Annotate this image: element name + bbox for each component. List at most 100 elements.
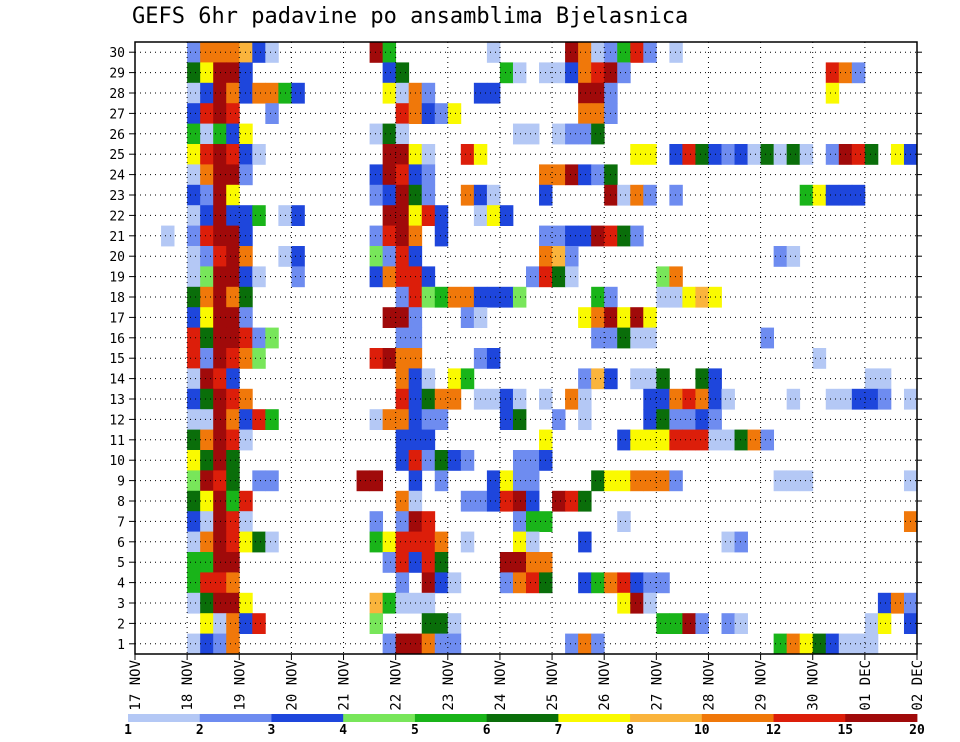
heatmap-cell [187,429,201,451]
heatmap-cell [226,348,240,369]
heatmap-cell [552,490,566,512]
heatmap-cell [187,511,201,532]
heatmap-cell [200,42,214,63]
colorbar-legend: 1 2 3 4 5 6 7 8 10 12 15 20 [124,714,925,738]
heatmap-cell [656,613,670,634]
heatmap-cell [721,144,735,165]
heatmap-cell [187,572,201,594]
heatmap-cell [617,429,631,451]
heatmap-cell [512,470,527,492]
heatmap-cell [382,307,397,328]
heatmap-cell [630,184,644,206]
heatmap-cell [617,307,631,328]
heatmap-cell [187,103,201,124]
y-tick-label: 26 [109,128,125,143]
heatmap-cell [799,144,814,165]
y-tick-label: 24 [109,169,125,184]
heatmap-cell [512,531,527,553]
heatmap-cell [226,205,240,226]
heatmap-cell [187,388,201,410]
x-tick-label: 25 NOV [545,659,561,710]
heatmap-cell [864,388,879,410]
heatmap-cell [200,144,214,165]
heatmap-cell [421,633,436,655]
y-tick-label: 13 [109,393,125,408]
heatmap-cell [526,490,540,512]
heatmap-cell [395,552,410,573]
heatmap-cell [395,205,410,226]
y-tick-label: 28 [109,87,125,102]
heatmap-cell [252,348,266,369]
heatmap-cell [382,246,397,267]
heatmap-cell [200,266,214,288]
heatmap-cells [161,42,918,655]
heatmap-cell [447,450,462,471]
y-tick-label: 14 [109,373,125,388]
heatmap-cell [591,103,605,124]
heatmap-cell [578,123,592,145]
heatmap-cell [187,164,201,186]
y-tick-label: 25 [109,148,125,163]
x-tick-label: 23 NOV [441,659,457,710]
heatmap-cell [213,286,227,308]
heatmap-cell [669,409,683,430]
heatmap-cell [617,42,631,63]
colorbar-swatch [701,714,774,722]
heatmap-cell [187,184,201,206]
plot-frame [134,41,918,655]
heatmap-cell [617,470,631,492]
heatmap-cell [526,572,540,594]
heatmap-cell [721,388,735,410]
heatmap-cell [395,327,410,349]
heatmap-cell [734,144,748,165]
heatmap-cell [434,450,449,471]
heatmap-cell [656,572,670,594]
heatmap-cell [578,307,592,328]
heatmap-cell [369,470,384,492]
heatmap-cell [591,368,605,390]
heatmap-cell [200,592,214,614]
heatmap-cell [578,42,592,63]
heatmap-cell [565,62,579,84]
heatmap-cell [526,552,540,573]
heatmap-cell [395,123,410,145]
heatmap-cell [630,429,644,451]
heatmap-cell [213,470,227,492]
heatmap-cell [447,103,462,124]
heatmap-cell [682,286,696,308]
heatmap-cell [252,613,266,634]
heatmap-cell [499,205,514,226]
heatmap-cell [200,82,214,104]
y-tick-label: 12 [109,413,125,428]
heatmap-cell [226,450,240,471]
colorbar-label: 4 [339,723,347,738]
heatmap-cell [512,286,527,308]
heatmap-cell [200,450,214,471]
heatmap-cell [486,205,501,226]
heatmap-cell [265,42,279,63]
heatmap-cell [369,123,384,145]
heatmap-cell [226,266,240,288]
heatmap-cell [786,388,801,410]
heatmap-cell [864,633,879,655]
heatmap-cell [421,409,436,430]
heatmap-cell [395,103,410,124]
y-axis: 1234567891011121314151617181920212223242… [109,46,922,653]
heatmap-cell [460,307,475,328]
heatmap-cell [421,388,436,410]
x-tick-label: 20 NOV [284,659,300,710]
colorbar-label: 6 [483,723,491,738]
heatmap-cell [760,144,775,165]
heatmap-cell [669,470,683,492]
heatmap-cell [265,470,279,492]
heatmap-cell [200,123,214,145]
heatmap-cell [512,490,527,512]
heatmap-cell [226,164,240,186]
heatmap-cell [578,164,592,186]
heatmap-cell [825,62,840,84]
heatmap-cell [187,368,201,390]
heatmap-cell [682,429,696,451]
heatmap-cell [187,531,201,553]
heatmap-cell [200,327,214,349]
heatmap-cell [395,633,410,655]
